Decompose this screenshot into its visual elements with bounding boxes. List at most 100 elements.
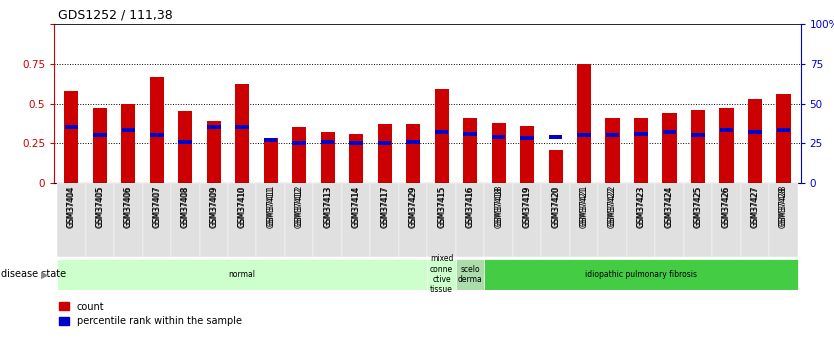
Text: GSM37404: GSM37404 [67, 185, 76, 227]
Text: GSM37409: GSM37409 [209, 185, 219, 227]
Text: GSM37404: GSM37404 [67, 187, 76, 228]
FancyBboxPatch shape [370, 183, 399, 257]
FancyBboxPatch shape [485, 183, 513, 257]
Bar [378, 141, 391, 145]
Text: GSM37422: GSM37422 [608, 185, 617, 226]
Text: GSM37415: GSM37415 [437, 187, 446, 228]
Text: GSM37417: GSM37417 [380, 185, 389, 227]
Text: GSM37407: GSM37407 [153, 185, 161, 227]
FancyBboxPatch shape [257, 183, 285, 257]
Text: GSM37421: GSM37421 [580, 187, 589, 228]
Text: disease state: disease state [1, 269, 66, 279]
FancyBboxPatch shape [86, 183, 114, 257]
Text: GSM37423: GSM37423 [636, 187, 646, 228]
Text: GSM37418: GSM37418 [495, 187, 503, 228]
FancyBboxPatch shape [712, 183, 741, 257]
Bar [121, 104, 135, 183]
Text: GSM37427: GSM37427 [751, 185, 760, 227]
Bar [748, 130, 761, 134]
Bar [662, 113, 676, 183]
Text: GSM37414: GSM37414 [352, 185, 360, 227]
Text: scelo
derma: scelo derma [458, 265, 483, 284]
Bar [293, 141, 306, 145]
FancyBboxPatch shape [57, 259, 427, 290]
FancyBboxPatch shape [598, 183, 627, 257]
Text: GSM37405: GSM37405 [95, 185, 104, 227]
Bar [464, 132, 477, 136]
Text: GSM37414: GSM37414 [352, 187, 360, 228]
FancyBboxPatch shape [513, 183, 541, 257]
FancyBboxPatch shape [684, 183, 712, 257]
Text: GSM37424: GSM37424 [665, 187, 674, 228]
Bar [122, 128, 135, 132]
Text: GSM37423: GSM37423 [636, 185, 646, 227]
Text: GSM37420: GSM37420 [551, 185, 560, 227]
Bar [93, 133, 107, 137]
Bar [748, 99, 762, 183]
Bar [776, 94, 791, 183]
FancyBboxPatch shape [656, 183, 684, 257]
Bar [605, 133, 620, 137]
Text: GSM37416: GSM37416 [465, 187, 475, 228]
FancyBboxPatch shape [314, 183, 342, 257]
FancyBboxPatch shape [427, 183, 456, 257]
Text: GSM37418: GSM37418 [495, 185, 503, 226]
Bar [491, 122, 505, 183]
Bar [691, 133, 705, 137]
Text: GSM37420: GSM37420 [551, 187, 560, 228]
Bar [64, 91, 78, 183]
Text: GSM37411: GSM37411 [266, 187, 275, 228]
Text: GSM37415: GSM37415 [437, 185, 446, 227]
Bar [235, 85, 249, 183]
Bar [520, 126, 535, 183]
Bar [605, 118, 620, 183]
Text: GSM37409: GSM37409 [209, 187, 219, 228]
Text: GSM37411: GSM37411 [266, 185, 275, 226]
Bar [463, 118, 477, 183]
Bar [264, 138, 278, 183]
Bar [378, 124, 392, 183]
Text: GSM37421: GSM37421 [580, 185, 589, 226]
Text: GSM37408: GSM37408 [181, 187, 190, 228]
Text: GSM37407: GSM37407 [153, 187, 161, 228]
FancyBboxPatch shape [228, 183, 257, 257]
FancyBboxPatch shape [57, 183, 86, 257]
FancyBboxPatch shape [485, 259, 798, 290]
Bar [663, 130, 676, 134]
FancyBboxPatch shape [114, 183, 143, 257]
Bar [207, 125, 220, 129]
Bar [178, 111, 193, 183]
FancyBboxPatch shape [541, 183, 570, 257]
FancyBboxPatch shape [627, 183, 656, 257]
Bar [406, 124, 420, 183]
Text: GDS1252 / 111,38: GDS1252 / 111,38 [58, 9, 173, 22]
Text: GSM37426: GSM37426 [722, 187, 731, 228]
Bar [406, 140, 420, 144]
Bar [549, 149, 563, 183]
Bar [635, 132, 648, 136]
FancyBboxPatch shape [285, 183, 314, 257]
Bar [520, 136, 534, 140]
Text: GSM37410: GSM37410 [238, 187, 247, 228]
Text: GSM37416: GSM37416 [465, 185, 475, 227]
Bar [349, 141, 363, 145]
Bar [691, 110, 706, 183]
Text: GSM37429: GSM37429 [409, 185, 418, 227]
Text: GSM37412: GSM37412 [294, 187, 304, 228]
Text: GSM37406: GSM37406 [123, 185, 133, 227]
FancyBboxPatch shape [741, 183, 769, 257]
Bar [435, 130, 449, 134]
Text: GSM37427: GSM37427 [751, 187, 760, 228]
Text: ▶: ▶ [41, 269, 48, 279]
Bar [577, 64, 591, 183]
Bar [292, 127, 306, 183]
Text: GSM37405: GSM37405 [95, 187, 104, 228]
Bar [321, 140, 334, 144]
Bar [634, 118, 648, 183]
Bar [235, 125, 249, 129]
Text: GSM37424: GSM37424 [665, 185, 674, 227]
Bar [776, 128, 791, 132]
FancyBboxPatch shape [570, 183, 598, 257]
Text: normal: normal [229, 270, 256, 279]
Text: GSM37417: GSM37417 [380, 187, 389, 228]
